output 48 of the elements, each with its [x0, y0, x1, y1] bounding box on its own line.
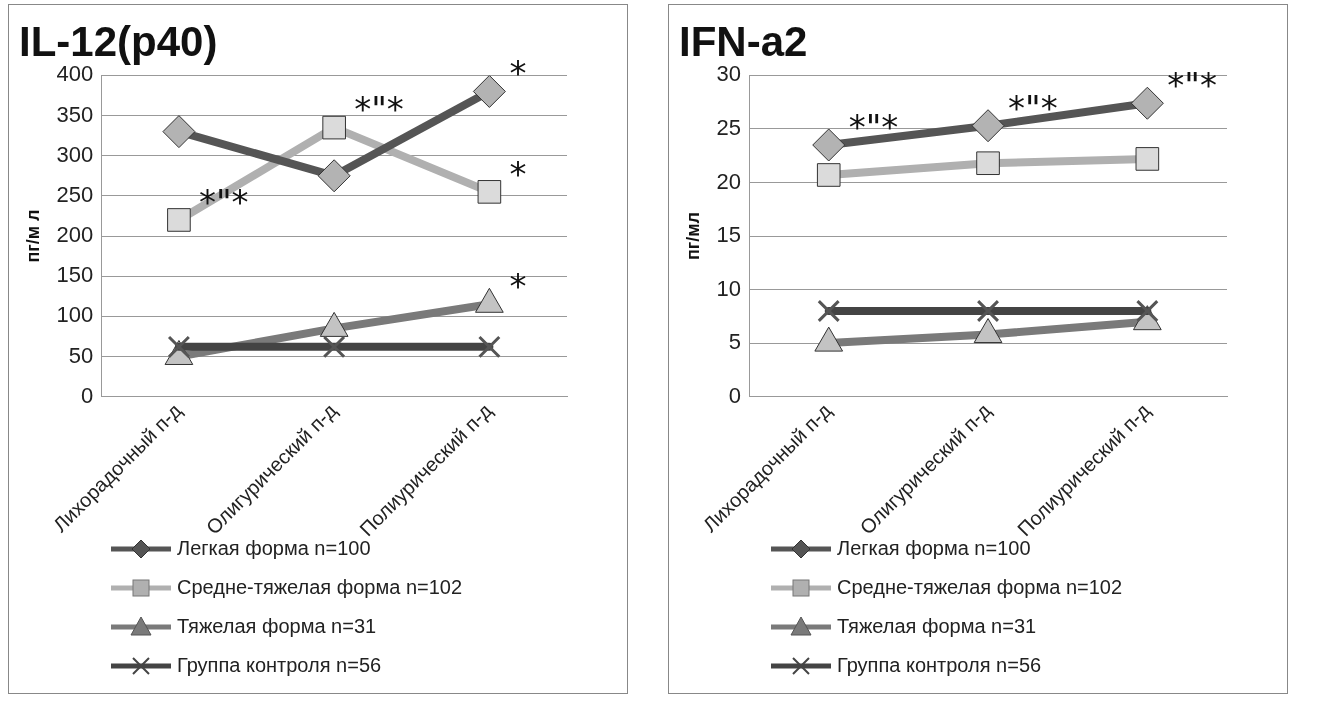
- point: [322, 335, 346, 359]
- point: [1135, 147, 1160, 171]
- point: [816, 163, 841, 187]
- y-axis-title: пг/м л: [22, 209, 43, 263]
- y-tick-label: 0: [728, 382, 742, 408]
- point: [162, 115, 196, 149]
- point: [322, 115, 346, 140]
- y-tick-label: 100: [56, 302, 94, 328]
- point: [971, 109, 1005, 143]
- point: [812, 128, 846, 162]
- y-axis-title: пг/мл: [682, 211, 703, 261]
- point: [976, 299, 1000, 323]
- annotation: *"*: [1008, 87, 1058, 128]
- point: [477, 180, 502, 204]
- point: [472, 75, 506, 108]
- y-tick-label: 200: [56, 222, 94, 248]
- legend-label: Группа контроля n=56: [837, 654, 1042, 677]
- legend-label: Группа контроля n=56: [177, 654, 382, 677]
- y-tick-label: 150: [56, 262, 94, 288]
- y-tick-label: 10: [716, 275, 742, 301]
- point: [817, 299, 841, 323]
- annotation: *"*: [848, 106, 899, 147]
- legend-label: Средне-тяжелая форма n=102: [837, 576, 1123, 599]
- y-tick-label: 25: [716, 115, 742, 140]
- y-tick-label: 20: [716, 168, 742, 194]
- annotation: *: [509, 153, 527, 194]
- legend-label: Тяжелая форма n=31: [837, 615, 1037, 638]
- legend-label: Тяжелая форма n=31: [177, 615, 377, 638]
- y-tick-label: 15: [716, 222, 742, 248]
- annotation: *: [509, 53, 527, 94]
- point: [167, 208, 191, 232]
- y-tick-label: 50: [68, 342, 94, 368]
- y-tick-label: 250: [56, 181, 94, 207]
- point: [976, 151, 1000, 176]
- y-tick-label: 0: [81, 382, 94, 408]
- annotation: *"*: [354, 89, 404, 130]
- point: [477, 335, 501, 359]
- y-tick-label: 350: [56, 101, 94, 127]
- y-tick-label: 300: [56, 141, 94, 167]
- annotation: *"*: [198, 181, 249, 222]
- annotation: *"*: [1167, 65, 1217, 106]
- annotation: *: [509, 266, 527, 307]
- legend-label: Легкая форма n=100: [837, 537, 1031, 560]
- y-tick-label: 5: [728, 329, 742, 355]
- point: [317, 159, 351, 193]
- legend-label: Средне-тяжелая форма n=102: [177, 576, 463, 599]
- point: [1130, 86, 1164, 120]
- legend-label: Легкая форма n=100: [177, 537, 371, 560]
